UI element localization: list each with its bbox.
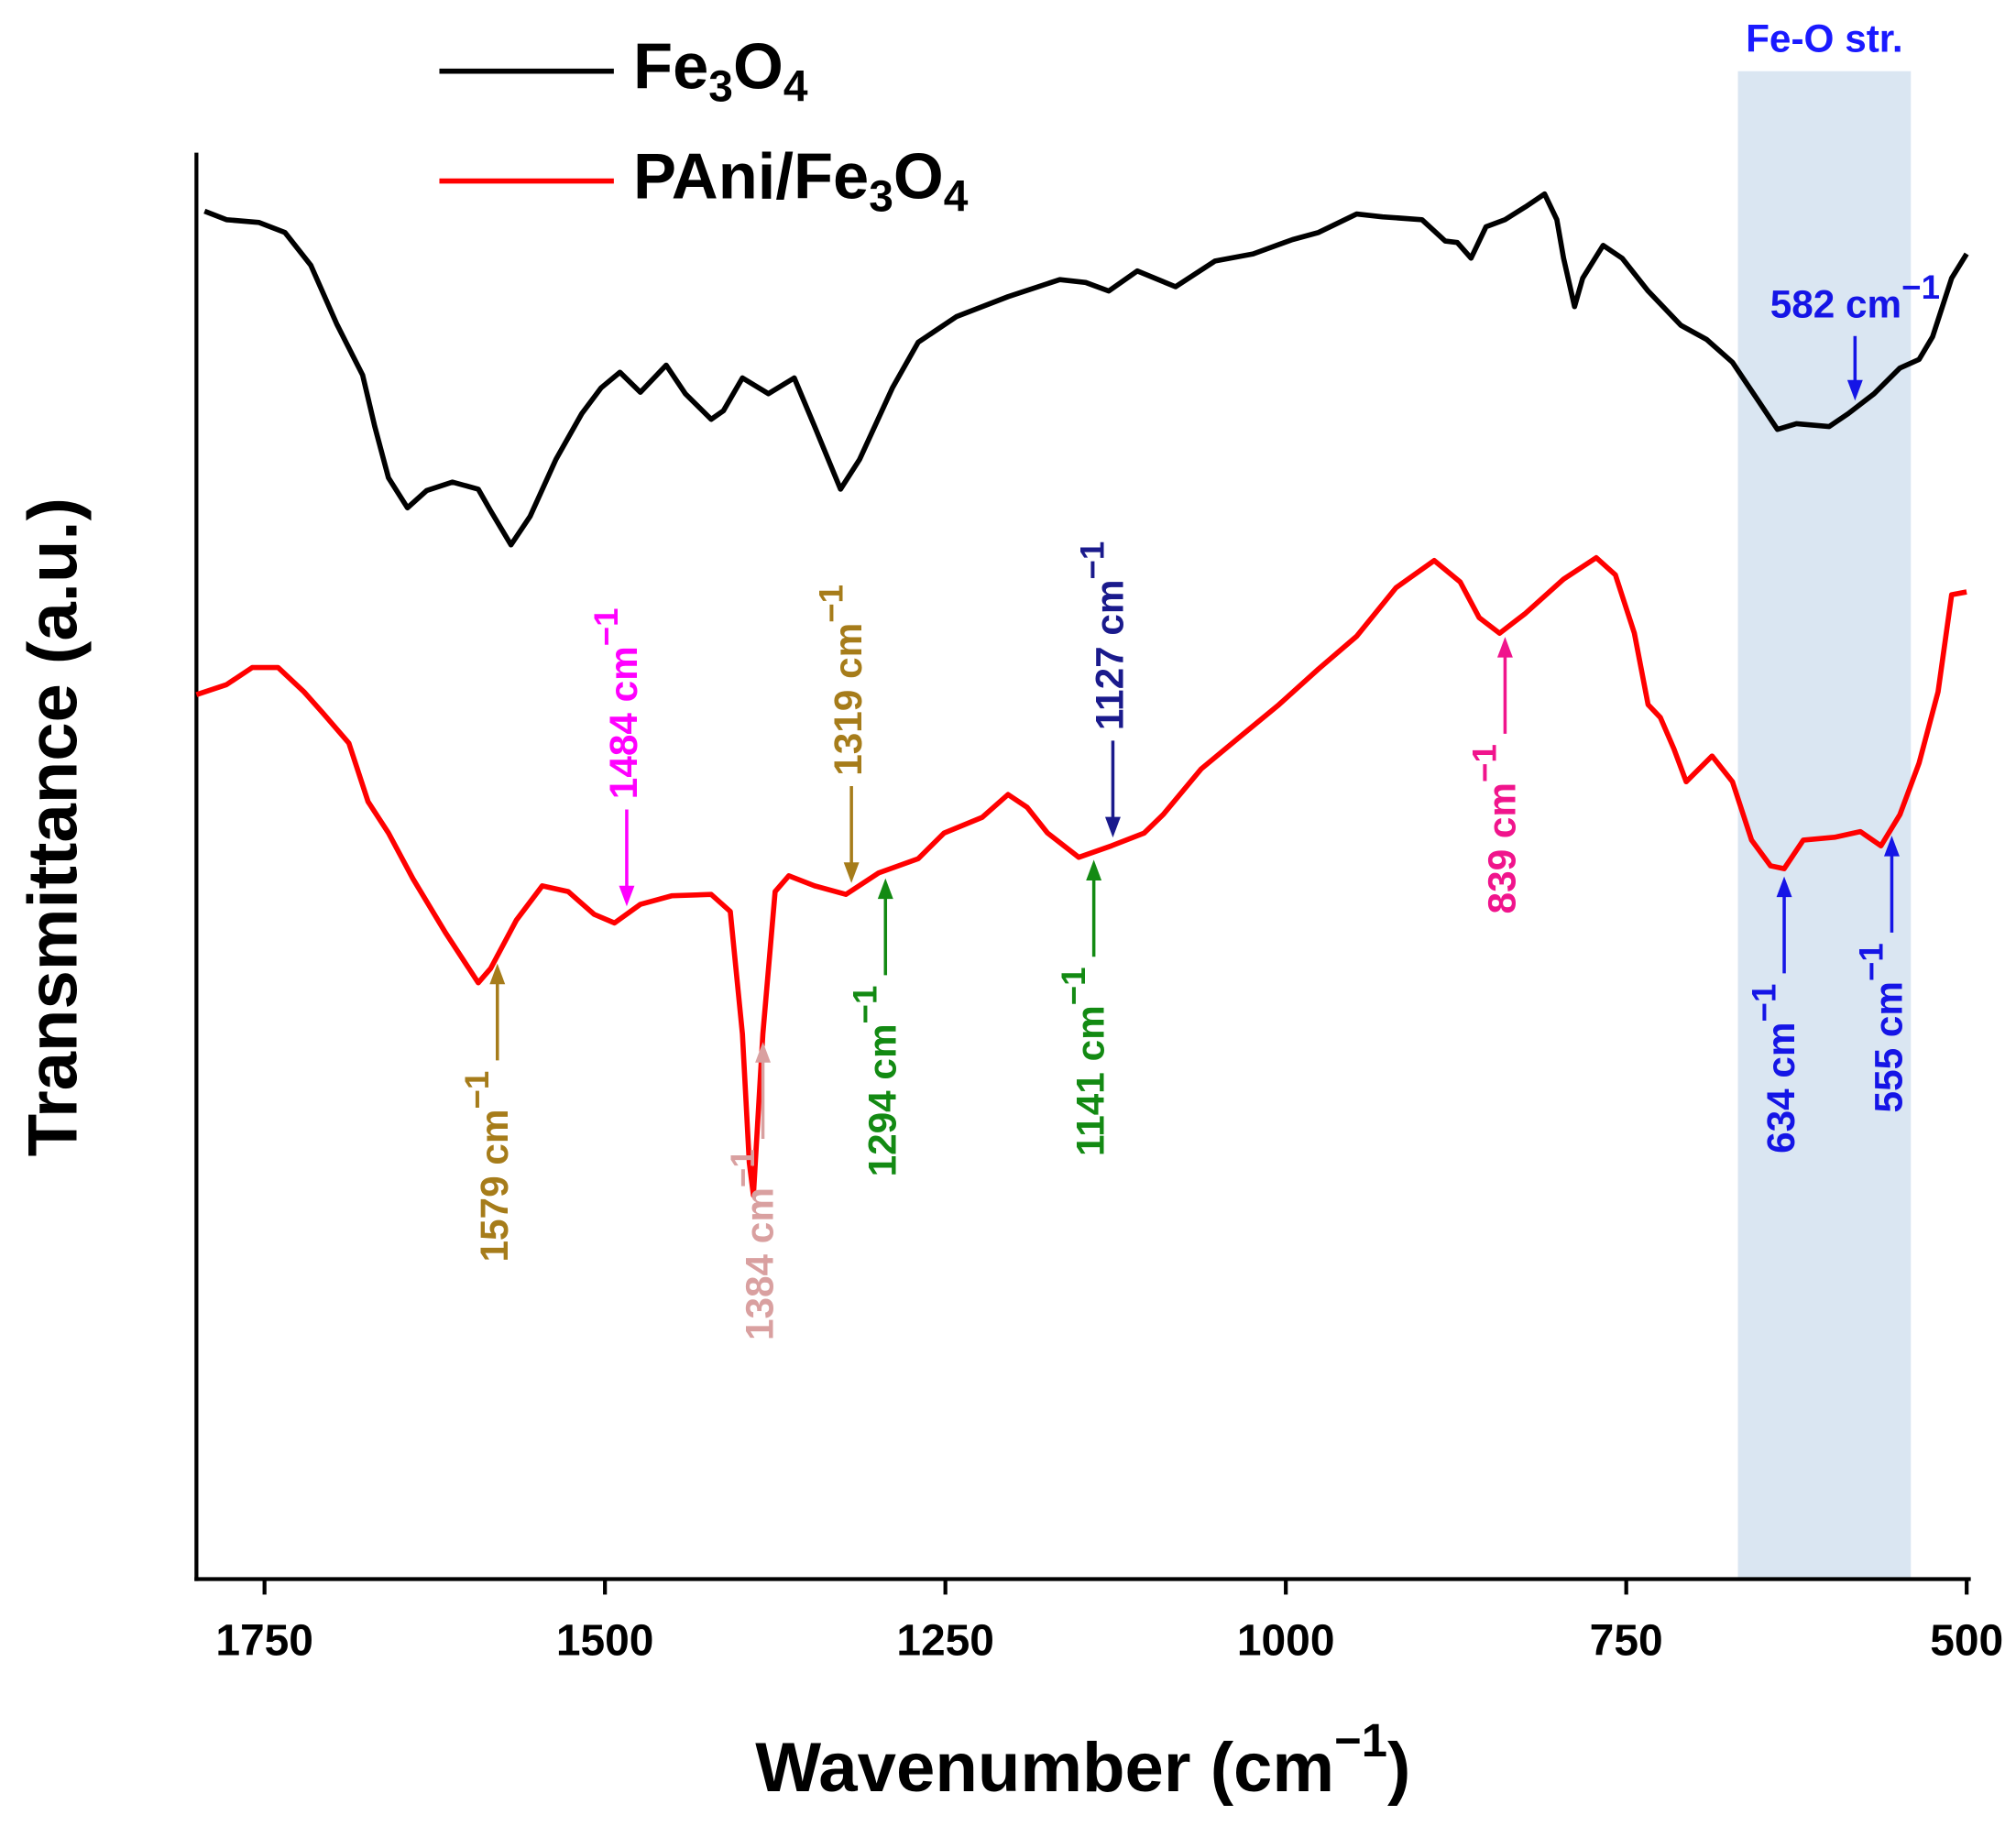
annotation: 1384 cm−1 xyxy=(723,1042,782,1340)
annotation-label: 634 cm−1 xyxy=(1745,984,1802,1154)
annotation-label-sup: −1 xyxy=(723,1149,761,1187)
annotation-label-sup: −1 xyxy=(1901,268,1940,306)
x-axis-title: Wavenumber (cm−1) xyxy=(755,1714,1410,1807)
highlight-band xyxy=(1737,71,1912,1580)
x-axis-title-sup: −1 xyxy=(1334,1714,1387,1766)
x-tick-label: 1750 xyxy=(215,1617,313,1666)
x-axis-title-part: ) xyxy=(1387,1729,1410,1807)
spectrum-line xyxy=(203,191,1969,548)
annotation: 1319 cm−1 xyxy=(812,585,870,883)
annotation-label-text: 1319 cm xyxy=(827,623,870,776)
annotation: 634 cm−1 xyxy=(1745,876,1802,1154)
annotation-label-sup: −1 xyxy=(812,585,849,623)
annotation: 1127 cm−1 xyxy=(1073,541,1132,838)
annotation-label: 555 cm−1 xyxy=(1852,943,1910,1112)
annotation-label-sup: −1 xyxy=(846,986,883,1024)
x-tick-label: 750 xyxy=(1590,1617,1663,1666)
annotation-arrowhead xyxy=(1776,876,1792,898)
annotation-label-text: 582 cm xyxy=(1770,283,1901,326)
annotation-label-text: 1127 cm xyxy=(1089,579,1132,730)
y-axis-title: Transmittance (a.u.) xyxy=(15,498,93,1156)
annotation: 839 cm−1 xyxy=(1465,637,1524,913)
annotation-label-sup: −1 xyxy=(587,607,625,646)
annotation-label: 582 cm−1 xyxy=(1770,268,1940,326)
annotation-arrowhead xyxy=(1883,836,1900,857)
annotation-arrowhead xyxy=(755,1042,772,1063)
spectrum-line xyxy=(195,554,1967,1198)
annotation-label: 1384 cm−1 xyxy=(723,1149,781,1340)
annotation-label-sup: −1 xyxy=(1073,541,1111,580)
x-tick-label: 1500 xyxy=(556,1617,654,1666)
annotation-arrowhead xyxy=(1496,637,1513,658)
legend-text-part: O xyxy=(733,29,783,102)
band-label: Fe-O str. xyxy=(1746,16,1903,60)
legend-text-part: 3 xyxy=(708,62,733,111)
annotation-arrowhead xyxy=(1846,379,1863,401)
annotation-label-text: 1294 cm xyxy=(860,1023,904,1176)
annotation-label-text: 555 cm xyxy=(1868,981,1911,1112)
annotation-arrowhead xyxy=(619,885,635,907)
annotation-label: 839 cm−1 xyxy=(1465,744,1523,913)
legend-text-part: PAni/Fe xyxy=(633,139,869,212)
legend-text-part: 4 xyxy=(944,172,969,221)
annotation-arrowhead xyxy=(1086,859,1102,881)
annotation-label-sup: −1 xyxy=(1745,984,1782,1022)
annotation-label-sup: −1 xyxy=(1465,744,1503,782)
x-tick-label: 1000 xyxy=(1237,1617,1335,1666)
legend-text-part: 3 xyxy=(869,172,893,221)
annotation: 1579 cm−1 xyxy=(458,963,516,1263)
annotation: 555 cm−1 xyxy=(1852,836,1911,1112)
annotation-arrowhead xyxy=(489,963,506,985)
annotation-label: 1319 cm−1 xyxy=(812,585,870,776)
annotation: 1294 cm−1 xyxy=(846,878,904,1177)
annotation-label-sup: −1 xyxy=(1055,967,1092,1005)
annotation-label: 1484 cm−1 xyxy=(587,607,645,799)
legend-text: Fe3O4 xyxy=(633,29,808,111)
x-tick-label: 1250 xyxy=(896,1617,994,1666)
annotation-label-text: 634 cm xyxy=(1759,1022,1802,1153)
annotation: 1484 cm−1 xyxy=(587,607,645,907)
annotation-label-text: 1141 cm xyxy=(1069,1005,1112,1156)
annotation-arrowhead xyxy=(843,862,860,883)
annotation-arrowhead xyxy=(1104,816,1121,838)
annotation-label: 1141 cm−1 xyxy=(1055,967,1112,1155)
annotation-label-text: 1384 cm xyxy=(739,1187,782,1340)
annotation-label-text: 1579 cm xyxy=(473,1110,516,1263)
legend-text: PAni/Fe3O4 xyxy=(633,139,969,221)
x-axis-title-part: Wavenumber (cm xyxy=(755,1729,1334,1807)
annotation-label-sup: −1 xyxy=(458,1071,496,1110)
annotation-label: 1294 cm−1 xyxy=(846,986,904,1177)
legend-text-part: O xyxy=(893,139,944,212)
annotation-label-sup: −1 xyxy=(1852,943,1890,981)
annotation: 1141 cm−1 xyxy=(1055,859,1112,1156)
legend-text-part: Fe xyxy=(633,29,708,102)
x-tick-label: 500 xyxy=(1930,1617,2003,1666)
annotation: 582 cm−1 xyxy=(1770,268,1940,401)
annotation-label-text: 1484 cm xyxy=(602,646,645,799)
annotation-label: 1127 cm−1 xyxy=(1073,541,1131,730)
annotation-arrowhead xyxy=(877,878,893,900)
annotation-label: 1579 cm−1 xyxy=(458,1071,516,1263)
annotation-label-text: 839 cm xyxy=(1481,782,1524,913)
legend-text-part: 4 xyxy=(783,62,808,111)
